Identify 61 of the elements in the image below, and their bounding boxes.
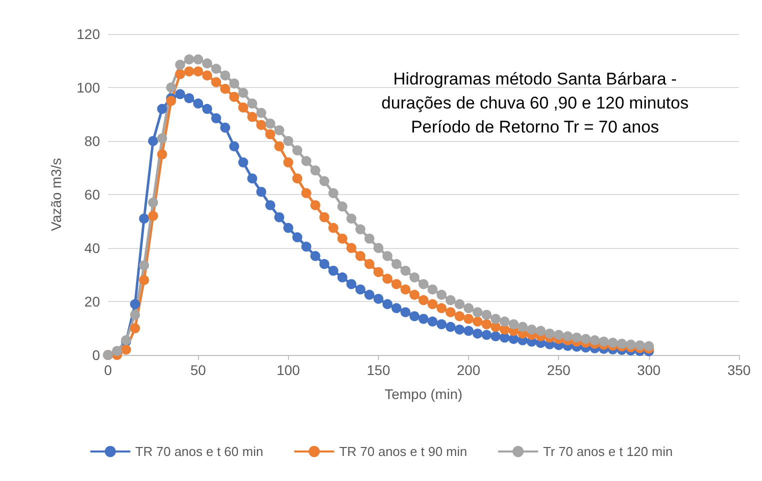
text: Hidrogramas método Santa Bárbara - durações de chuva 60 ,90 e 120 minutos Período de Retorno Tr = 70 anos [381, 70, 689, 136]
point [409, 311, 420, 322]
point [229, 141, 240, 152]
y-tick-label: 60 [84, 186, 100, 202]
point [436, 319, 447, 330]
legend-label: TR 70 anos e t 90 min [339, 444, 468, 459]
y-tick-label: 100 [76, 80, 100, 96]
legend-label: Tr 70 anos e t 120 min [543, 444, 673, 459]
point [418, 314, 428, 324]
point [301, 242, 312, 252]
point [472, 328, 483, 339]
point [355, 284, 366, 294]
point [482, 330, 492, 340]
point [148, 136, 158, 146]
point [310, 251, 320, 262]
point [184, 93, 194, 104]
point [391, 303, 402, 314]
point [454, 324, 465, 335]
point [346, 279, 356, 290]
point [373, 294, 384, 304]
point [337, 272, 348, 282]
point [157, 104, 168, 114]
point [139, 214, 150, 224]
point [292, 232, 302, 242]
point [220, 122, 230, 133]
point [211, 113, 222, 124]
y-tick-label: 20 [84, 294, 100, 310]
point [490, 331, 501, 342]
point [202, 104, 212, 114]
x-tick-label: 100 [276, 362, 300, 378]
x-tick-label: 300 [637, 362, 661, 378]
y-tick-label: 120 [76, 26, 100, 42]
point [283, 222, 294, 233]
point [175, 89, 186, 100]
point [247, 173, 258, 184]
x-axis-title: Tempo (min) [384, 386, 462, 402]
point [193, 98, 204, 109]
x-tick-label: 350 [727, 362, 751, 378]
point [130, 299, 140, 310]
x-tick-label: 150 [366, 362, 390, 378]
y-tick-label: 40 [84, 240, 100, 256]
point [256, 186, 266, 197]
point [464, 326, 474, 336]
point [328, 266, 338, 276]
point [428, 316, 438, 327]
point [446, 322, 456, 332]
x-tick-label: 0 [104, 362, 112, 378]
point [382, 299, 392, 310]
point [364, 290, 374, 300]
point [319, 259, 330, 270]
y-tick-label: 0 [92, 347, 100, 363]
point [265, 200, 276, 210]
point [400, 307, 410, 318]
point [274, 212, 284, 222]
x-tick-label: 250 [547, 362, 571, 378]
y-axis-title: Vazão m3/s [48, 158, 64, 231]
point [238, 157, 248, 168]
x-tick-label: 200 [456, 362, 480, 378]
legend-label: TR 70 anos e t 60 min [135, 444, 264, 459]
y-tick-label: 80 [84, 133, 100, 149]
x-tick-label: 50 [190, 362, 206, 378]
